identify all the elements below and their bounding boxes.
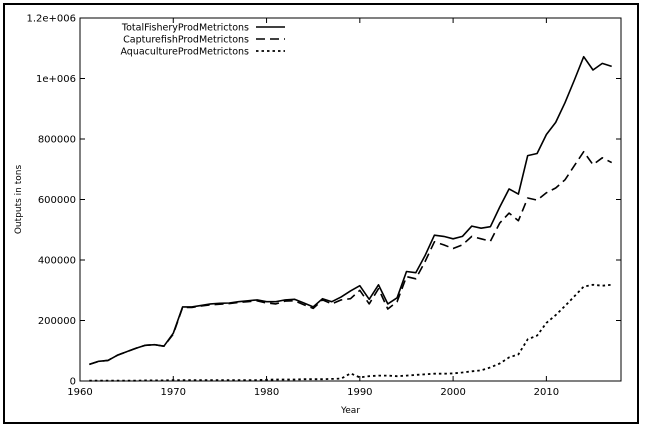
y-tick-label: 1e+006 xyxy=(36,74,76,85)
series-line-TotalFisheryProdMetrictons xyxy=(89,55,612,366)
y-axis-ticks: 0 200000 400000 600000 800000 1e+006 1.2e+006 xyxy=(26,14,621,388)
series-line-CapturefishProdMetrictons xyxy=(89,150,613,366)
y-tick-label: 800000 xyxy=(38,135,76,146)
y-tick-label: 600000 xyxy=(38,195,76,206)
legend-label: TotalFisheryProdMetrictons xyxy=(121,23,249,34)
x-tick-label: 2000 xyxy=(440,387,465,398)
y-axis-label: Outputs in tons xyxy=(14,165,24,235)
series-line-AquacultureProdMetrictons xyxy=(89,283,612,382)
y-tick-label: 200000 xyxy=(38,316,76,327)
chart-frame xyxy=(3,3,639,424)
legend-label: CapturefishProdMetrictons xyxy=(123,35,249,46)
y-tick-label: 1.2e+006 xyxy=(26,14,76,25)
x-axis-label: Year xyxy=(340,406,360,416)
legend: TotalFisheryProdMetrictonsCapturefishPro… xyxy=(120,23,285,58)
x-tick-label: 1990 xyxy=(347,387,372,398)
x-tick-label: 1980 xyxy=(254,387,279,398)
x-tick-label: 1970 xyxy=(161,387,186,398)
legend-label: AquacultureProdMetrictons xyxy=(120,47,249,58)
x-tick-label: 2010 xyxy=(534,387,559,398)
y-tick-label: 0 xyxy=(70,377,76,388)
x-axis-ticks: 1960 1970 1980 1990 2000 2010 xyxy=(67,18,559,398)
y-tick-label: 400000 xyxy=(38,256,76,267)
series-lines xyxy=(89,55,613,382)
x-tick-label: 1960 xyxy=(67,387,92,398)
plot-area xyxy=(79,17,622,382)
